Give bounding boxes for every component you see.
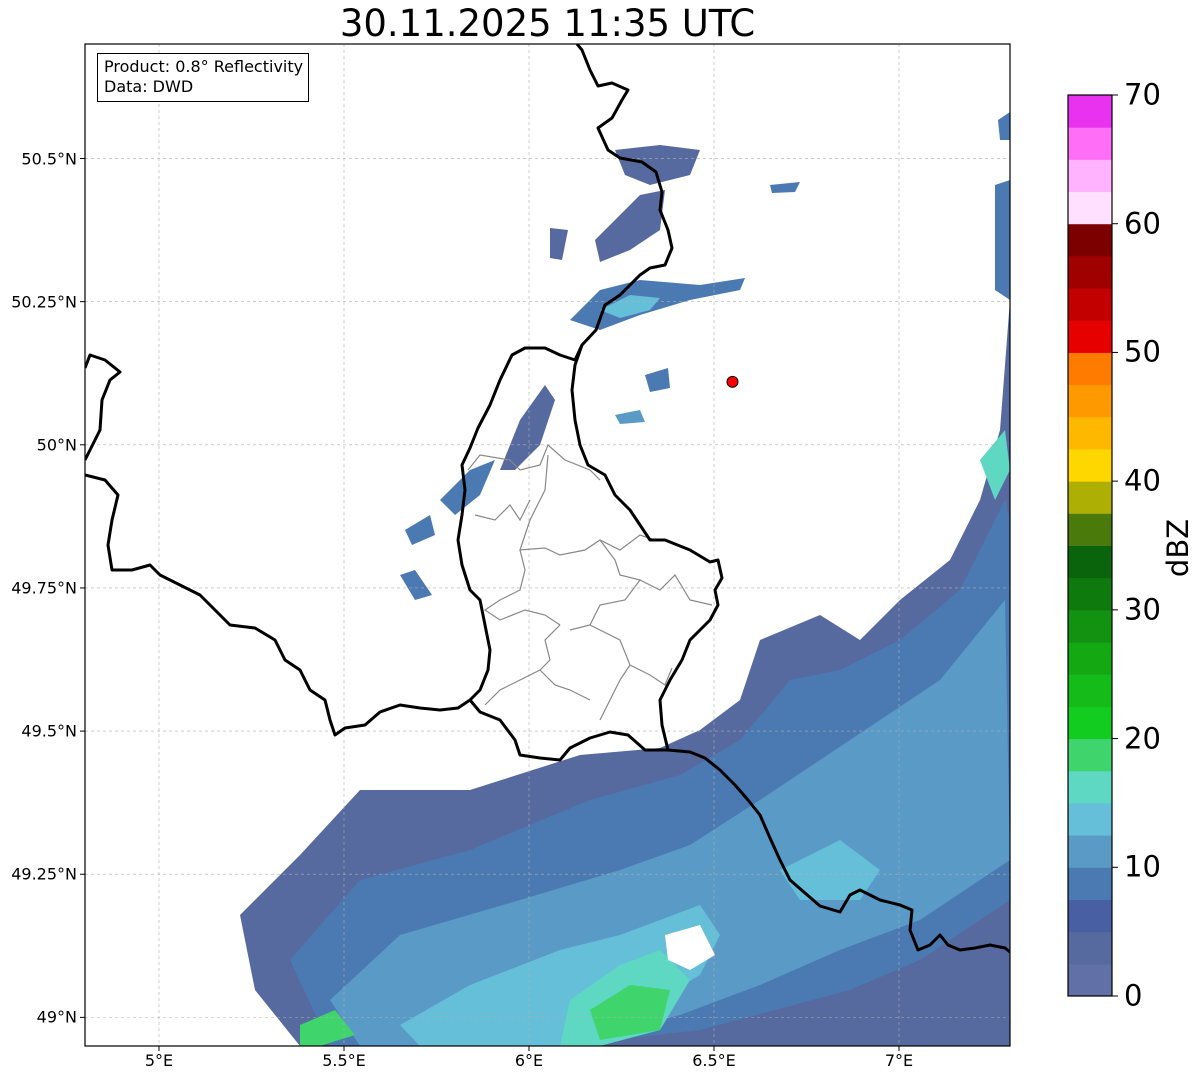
colorbar-segment xyxy=(1068,191,1112,225)
colorbar-segment xyxy=(1068,609,1112,643)
colorbar-segment xyxy=(1068,770,1112,804)
colorbar-segment xyxy=(1068,674,1112,707)
colorbar-tick-label: 70 xyxy=(1124,77,1161,112)
colorbar-segment xyxy=(1068,320,1112,353)
lat-tick-label: 50.25°N xyxy=(11,292,77,312)
colorbar xyxy=(1068,94,1118,997)
colorbar-segment xyxy=(1068,513,1112,546)
colorbar-segment xyxy=(1068,706,1112,740)
lon-tick-label: 7°E xyxy=(884,1051,914,1070)
lat-tick-label: 49.5°N xyxy=(21,721,77,741)
colorbar-segment xyxy=(1068,127,1112,160)
colorbar-tick-label: 40 xyxy=(1124,463,1161,498)
colorbar-segment xyxy=(1068,416,1112,450)
colorbar-segment xyxy=(1068,159,1112,193)
colorbar-segment xyxy=(1068,835,1112,868)
colorbar-frame xyxy=(1067,94,1113,997)
colorbar-segment xyxy=(1068,931,1112,965)
lat-tick-label: 49.75°N xyxy=(11,578,77,598)
colorbar-segment xyxy=(1068,545,1112,579)
info-box: Product: 0.8° Reflectivity Data: DWD xyxy=(97,53,310,102)
colorbar-segment xyxy=(1068,384,1112,418)
lon-tick-label: 6°E xyxy=(514,1051,544,1070)
district-boundaries xyxy=(467,443,713,721)
map-title: 30.11.2025 11:35 UTC xyxy=(339,2,756,45)
colorbar-label: dBZ xyxy=(1161,518,1195,578)
colorbar-segment xyxy=(1068,867,1112,900)
radar-site-marker xyxy=(726,375,739,388)
lat-tick-label: 49°N xyxy=(36,1007,77,1027)
colorbar-tick-label: 50 xyxy=(1124,334,1161,369)
colorbar-segment xyxy=(1068,255,1112,289)
colorbar-segment xyxy=(1068,448,1112,482)
map-gridlines xyxy=(85,44,1010,1046)
colorbar-tick-label: 20 xyxy=(1124,721,1161,756)
map-frame xyxy=(84,43,1011,1047)
lon-tick-label: 5.5°E xyxy=(322,1051,366,1070)
data-source-label: Data: DWD xyxy=(104,77,194,96)
colorbar-segment xyxy=(1068,481,1112,514)
colorbar-segment xyxy=(1068,288,1112,321)
colorbar-tick-label: 60 xyxy=(1124,206,1161,241)
colorbar-segment xyxy=(1068,95,1112,128)
axis-ticks xyxy=(80,158,900,1051)
colorbar-segment xyxy=(1068,802,1112,836)
national-borders xyxy=(85,44,1010,954)
colorbar-segment xyxy=(1068,899,1112,933)
colorbar-segment xyxy=(1068,223,1112,257)
lon-tick-label: 6.5°E xyxy=(692,1051,736,1070)
lat-tick-label: 49.25°N xyxy=(11,864,77,884)
colorbar-segment xyxy=(1068,738,1112,772)
product-label: Product: 0.8° Reflectivity xyxy=(104,57,304,76)
colorbar-segment xyxy=(1068,577,1112,611)
lat-tick-label: 50°N xyxy=(36,435,77,455)
colorbar-tick-label: 0 xyxy=(1124,978,1143,1013)
colorbar-tick-label: 10 xyxy=(1124,849,1161,884)
lon-tick-label: 5°E xyxy=(144,1051,174,1070)
lat-tick-label: 50.5°N xyxy=(21,149,77,168)
colorbar-segment xyxy=(1068,352,1112,386)
radar-echo-north xyxy=(400,112,1010,600)
colorbar-tick-label: 30 xyxy=(1124,592,1161,627)
colorbar-segment xyxy=(1068,642,1112,675)
colorbar-segment xyxy=(1068,963,1112,997)
